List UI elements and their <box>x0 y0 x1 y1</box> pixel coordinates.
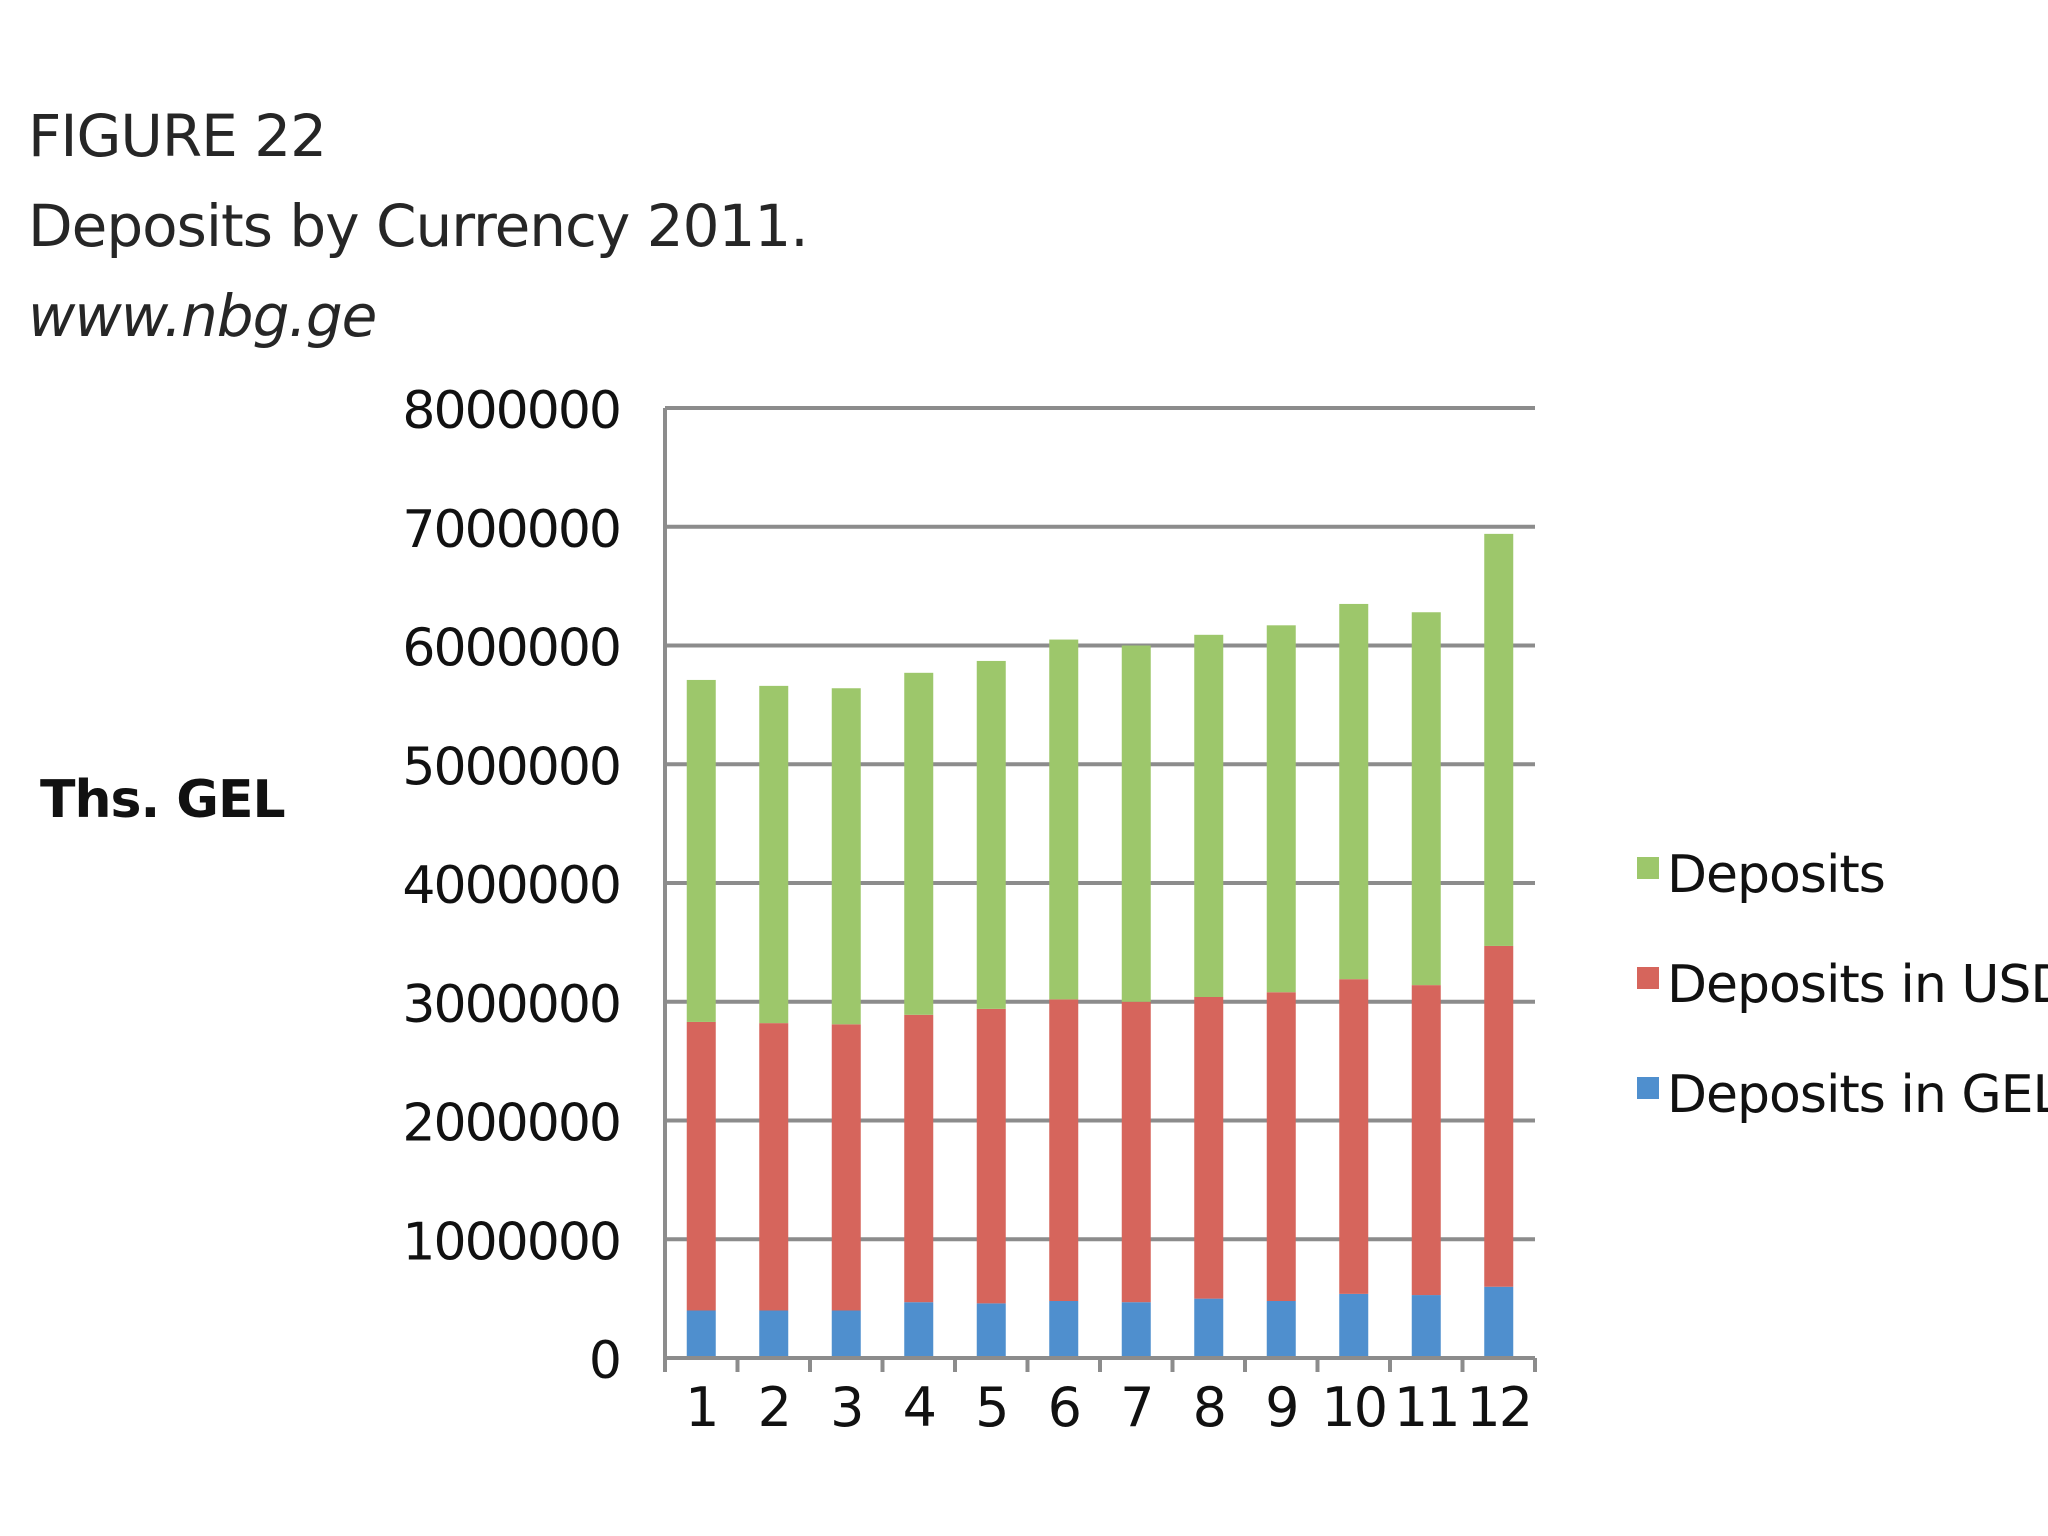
bar-segment <box>759 685 789 1024</box>
bar-segment <box>686 679 716 1022</box>
bar-segment <box>1411 985 1441 1296</box>
x-tick-label: 6 <box>1048 1376 1080 1439</box>
bar-segment <box>1339 979 1369 1294</box>
bar-segment <box>1411 1295 1441 1358</box>
bar-segment <box>831 688 861 1025</box>
bar-segment <box>686 1021 716 1311</box>
bar-segment <box>904 672 934 1015</box>
y-tick-label: 7000000 <box>402 500 620 560</box>
bar-segment <box>976 660 1006 1009</box>
x-tick-label: 2 <box>758 1376 790 1439</box>
x-tick-label: 4 <box>903 1376 935 1439</box>
bar-segment <box>1049 1301 1079 1358</box>
bar-segment <box>1194 1298 1224 1358</box>
legend-item-deposits-usd: Deposits in USD <box>1637 955 2048 1065</box>
x-tick-label: 10 <box>1321 1376 1386 1439</box>
x-tick-label: 8 <box>1193 1376 1225 1439</box>
y-tick-label: 8000000 <box>402 381 620 441</box>
bar-segment <box>1484 1286 1514 1358</box>
legend-swatch-deposits <box>1637 857 1659 879</box>
bar-segment <box>976 1008 1006 1304</box>
x-tick-label: 1 <box>685 1376 717 1439</box>
x-tick-label: 7 <box>1120 1376 1152 1439</box>
legend-item-deposits-gel: Deposits in GEL <box>1637 1065 2048 1175</box>
figure-source: www.nbg.ge <box>28 281 377 350</box>
y-axis-label: Ths. GEL <box>40 770 286 830</box>
bar-segment <box>831 1310 861 1358</box>
bar-segment <box>686 1310 716 1358</box>
legend-label-deposits-gel: Deposits in GEL <box>1667 1065 2048 1125</box>
bar-segment <box>976 1303 1006 1358</box>
x-tick-label: 12 <box>1466 1376 1531 1439</box>
y-tick-label: 2000000 <box>402 1094 620 1154</box>
bar-segment <box>1339 1293 1369 1358</box>
y-tick-label: 5000000 <box>402 737 620 797</box>
figure-number: FIGURE 22 <box>28 102 327 170</box>
legend-swatch-deposits-usd <box>1637 967 1659 989</box>
legend-label-deposits-usd: Deposits in USD <box>1667 955 2048 1015</box>
bar-segment <box>1484 533 1514 946</box>
y-tick-label: 6000000 <box>402 619 620 679</box>
bar-segment <box>759 1310 789 1358</box>
y-tick-label: 4000000 <box>402 856 620 916</box>
bar-segment <box>1484 945 1514 1287</box>
bar-segment <box>1049 999 1079 1301</box>
bar-segment <box>1266 625 1296 993</box>
bar-segment <box>904 1014 934 1303</box>
y-tick-label: 3000000 <box>402 975 620 1035</box>
bar-segment <box>759 1023 789 1311</box>
bar-segment <box>1266 1301 1296 1358</box>
legend-item-deposits: Deposits <box>1637 845 2048 955</box>
bar-segment <box>1049 639 1079 1000</box>
chart-legend: Deposits Deposits in USD Deposits in GEL <box>1637 845 2048 1175</box>
x-tick-label: 9 <box>1265 1376 1297 1439</box>
figure-caption: Deposits by Currency 2011. <box>28 191 809 260</box>
legend-swatch-deposits-gel <box>1637 1077 1659 1099</box>
bar-segment <box>904 1302 934 1358</box>
bar-segment <box>1411 612 1441 986</box>
bar-segment <box>1121 645 1151 1002</box>
x-tick-label: 11 <box>1394 1376 1459 1439</box>
y-tick-label: 0 <box>589 1331 620 1391</box>
y-tick-label: 1000000 <box>402 1212 620 1272</box>
bar-segment <box>1194 997 1224 1299</box>
bar-segment <box>1266 992 1296 1301</box>
bar-segment <box>831 1024 861 1311</box>
x-tick-label: 5 <box>975 1376 1007 1439</box>
bar-segment <box>1339 603 1369 980</box>
figure-caption-block: FIGURE 22 Deposits by Currency 2011. www… <box>28 92 809 362</box>
bar-segment <box>1121 1001 1151 1303</box>
x-tick-label: 3 <box>830 1376 862 1439</box>
bar-segment <box>1121 1302 1151 1358</box>
bar-segment <box>1194 634 1224 997</box>
legend-label-deposits: Deposits <box>1667 845 1886 905</box>
